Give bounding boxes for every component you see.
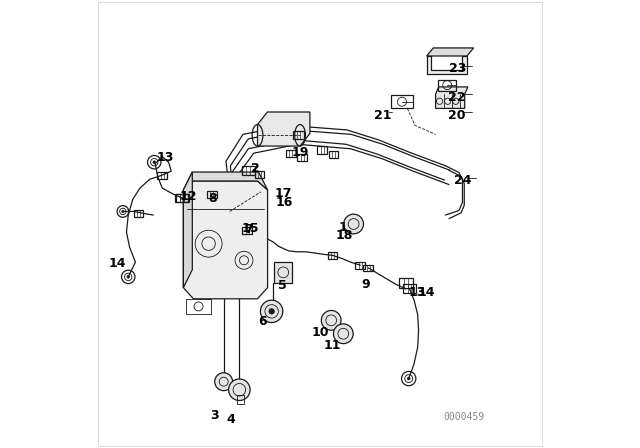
Text: 12: 12	[179, 190, 196, 203]
Bar	[255, 171, 264, 178]
Text: 1: 1	[339, 220, 348, 234]
Polygon shape	[184, 172, 268, 190]
Text: 20: 20	[448, 109, 465, 122]
Text: 5: 5	[278, 279, 286, 293]
Polygon shape	[184, 172, 192, 288]
Bar	[286, 150, 296, 157]
Circle shape	[344, 214, 364, 234]
Circle shape	[127, 276, 130, 278]
Text: 7: 7	[244, 223, 253, 236]
Polygon shape	[257, 112, 310, 146]
Circle shape	[153, 161, 156, 164]
Bar	[207, 191, 216, 198]
Circle shape	[228, 379, 250, 401]
Text: 11: 11	[324, 339, 341, 353]
Text: 9: 9	[362, 278, 370, 291]
Circle shape	[260, 300, 283, 323]
Text: 3: 3	[211, 409, 219, 422]
Text: 21: 21	[374, 109, 392, 122]
Polygon shape	[184, 181, 268, 299]
Bar	[364, 264, 373, 271]
Text: 16: 16	[275, 196, 293, 209]
Circle shape	[269, 309, 275, 314]
Circle shape	[321, 310, 341, 330]
Bar	[237, 395, 244, 404]
Text: 2: 2	[251, 161, 259, 175]
Text: 4: 4	[227, 413, 236, 426]
Circle shape	[407, 377, 410, 380]
Bar	[297, 154, 307, 161]
Text: 22: 22	[448, 91, 465, 104]
Text: 19: 19	[291, 146, 308, 159]
Circle shape	[333, 324, 353, 344]
Bar	[328, 151, 339, 158]
Text: 14: 14	[109, 257, 126, 270]
Bar	[134, 210, 143, 216]
Bar	[242, 166, 255, 175]
Bar	[328, 252, 337, 259]
Bar	[355, 262, 365, 269]
Text: 23: 23	[449, 61, 467, 75]
Bar	[157, 172, 167, 179]
Polygon shape	[427, 48, 474, 56]
Bar	[176, 194, 188, 202]
Circle shape	[122, 210, 124, 213]
Circle shape	[215, 373, 233, 391]
Polygon shape	[427, 56, 467, 74]
Bar	[243, 227, 252, 234]
Bar	[293, 131, 304, 139]
Polygon shape	[436, 87, 468, 108]
Bar	[175, 194, 189, 202]
Bar	[399, 278, 413, 288]
Polygon shape	[275, 262, 292, 283]
Bar	[391, 95, 413, 108]
Bar	[186, 299, 211, 314]
Text: 24: 24	[454, 173, 471, 187]
Text: 14: 14	[418, 285, 435, 299]
Text: 0000459: 0000459	[443, 412, 484, 422]
Bar	[438, 80, 456, 90]
Text: 15: 15	[242, 222, 259, 235]
Bar	[317, 146, 327, 154]
Text: 13: 13	[157, 151, 174, 164]
Text: 10: 10	[311, 326, 329, 339]
Text: 13: 13	[409, 285, 426, 299]
Bar	[403, 284, 416, 293]
Text: 18: 18	[336, 228, 353, 242]
Text: 17: 17	[275, 187, 292, 200]
Text: 6: 6	[259, 315, 267, 328]
Text: 8: 8	[208, 191, 217, 205]
